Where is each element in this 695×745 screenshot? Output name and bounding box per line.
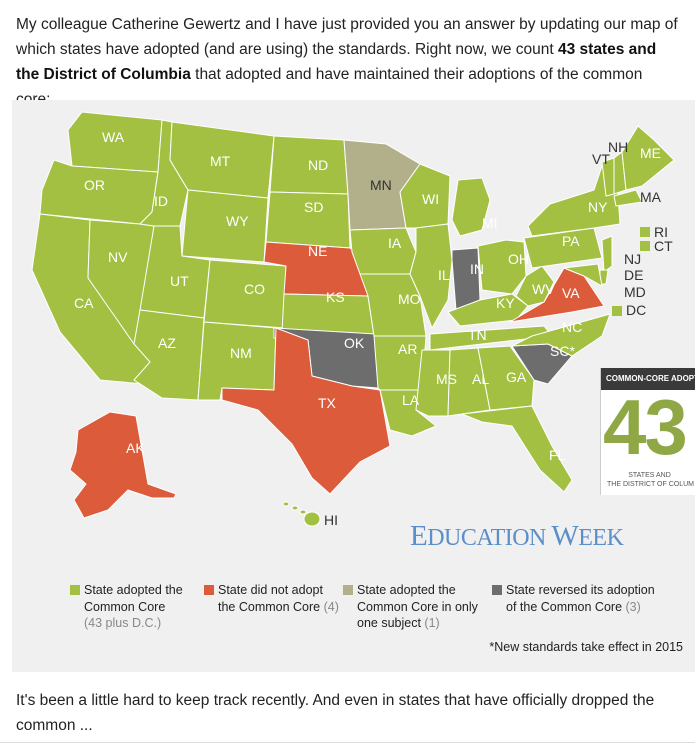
label-CO: CO	[244, 281, 265, 297]
footnote: *New standards take effect in 2015	[489, 640, 683, 654]
label-IN: IN	[470, 261, 484, 277]
label-KS: KS	[326, 289, 345, 305]
label-AR: AR	[398, 341, 417, 357]
label-ID: ID	[154, 193, 168, 209]
label-CA: CA	[74, 295, 94, 311]
legend-swatch-adopted	[70, 585, 80, 595]
label-HI: HI	[324, 512, 338, 528]
state-NC	[511, 313, 611, 357]
intro-bold-text: 43 states and the District of Columbia	[16, 41, 657, 83]
label-MN: MN	[370, 177, 392, 193]
state-HI	[282, 501, 321, 527]
label-UT: UT	[170, 273, 189, 289]
label-WA: WA	[102, 129, 125, 145]
label-IA: IA	[388, 235, 402, 251]
label-DE: DE	[624, 267, 643, 283]
label-MD: MD	[624, 284, 646, 300]
common-core-map-figure: WA OR CA NV ID MT WY UT CO AZ NM ND SD NE KS OK TX MN IA MO…	[12, 100, 695, 672]
label-NC: NC	[562, 319, 582, 335]
state-GA	[477, 345, 535, 411]
label-CT: CT	[654, 238, 673, 254]
label-NH: NH	[608, 139, 628, 155]
label-AL: AL	[472, 371, 489, 387]
label-DC: DC	[626, 302, 646, 318]
label-MI: MI	[482, 215, 498, 231]
label-WY: WY	[226, 213, 249, 229]
state-DC	[612, 306, 622, 316]
label-IL: IL	[438, 267, 450, 283]
state-TX	[221, 327, 391, 495]
state-IA	[349, 227, 417, 275]
label-VT: VT	[592, 151, 610, 167]
label-TX: TX	[318, 395, 337, 411]
label-NM: NM	[230, 345, 252, 361]
state-MA	[613, 189, 643, 207]
label-MS: MS	[436, 371, 457, 387]
us-map: WA OR CA NV ID MT WY UT CO AZ NM ND SD NE KS OK TX MN IA MO…	[31, 111, 675, 528]
divider	[0, 742, 695, 743]
state-WY	[181, 189, 269, 263]
state-MS	[415, 349, 451, 417]
state-RI	[640, 227, 650, 237]
label-ND: ND	[308, 157, 328, 173]
state-MI	[451, 177, 491, 237]
state-MD	[563, 263, 603, 287]
label-NV: NV	[108, 249, 128, 265]
label-PA: PA	[562, 233, 580, 249]
education-week-logo: EDUCATION WEEK	[410, 520, 624, 552]
label-WI: WI	[422, 191, 439, 207]
legend-swatch-not-adopted	[204, 585, 214, 595]
intro-text: My colleague Catherine Gewertz and I hav…	[16, 16, 678, 58]
legend-swatch-one-subject	[343, 585, 353, 595]
outro-paragraph: It's been a little hard to keep track re…	[16, 692, 655, 734]
label-SD: SD	[304, 199, 323, 215]
legend-swatch-reversed	[492, 585, 502, 595]
label-AZ: AZ	[158, 335, 176, 351]
label-GA: GA	[506, 369, 527, 385]
state-OH	[477, 239, 527, 295]
inset-header: COMMON-CORE ADOPTIO	[601, 368, 695, 390]
state-AZ	[133, 309, 205, 401]
label-NY: NY	[588, 199, 608, 215]
label-MT: MT	[210, 153, 231, 169]
label-FL: FL	[549, 447, 566, 463]
state-ME	[621, 125, 675, 191]
label-MA: MA	[640, 189, 662, 205]
label-NJ: NJ	[624, 251, 641, 267]
label-VA: VA	[562, 285, 580, 301]
inset-number: 43	[603, 383, 688, 471]
label-KY: KY	[496, 295, 515, 311]
label-WV: WV	[532, 281, 555, 297]
label-OK: OK	[344, 335, 365, 351]
label-OH: OH	[508, 251, 529, 267]
state-IL	[409, 223, 453, 329]
label-RI: RI	[654, 224, 668, 240]
state-NJ	[601, 235, 613, 273]
state-WV	[515, 265, 555, 307]
label-AK: AK	[126, 440, 145, 456]
label-MO: MO	[398, 291, 421, 307]
state-AK	[69, 411, 177, 519]
state-FL	[461, 405, 573, 493]
label-ME: ME	[640, 145, 661, 161]
label-NE: NE	[308, 243, 327, 259]
intro-paragraph: My colleague Catherine Gewertz and I hav…	[16, 12, 681, 112]
label-TN: TN	[468, 327, 487, 343]
label-SC: SC*	[550, 343, 575, 359]
state-IN	[451, 247, 481, 311]
inset-subtitle: STATES AND THE DISTRICT OF COLUM	[607, 472, 694, 488]
label-LA: LA	[402, 392, 420, 408]
label-OR: OR	[84, 177, 105, 193]
state-CT	[640, 241, 650, 251]
